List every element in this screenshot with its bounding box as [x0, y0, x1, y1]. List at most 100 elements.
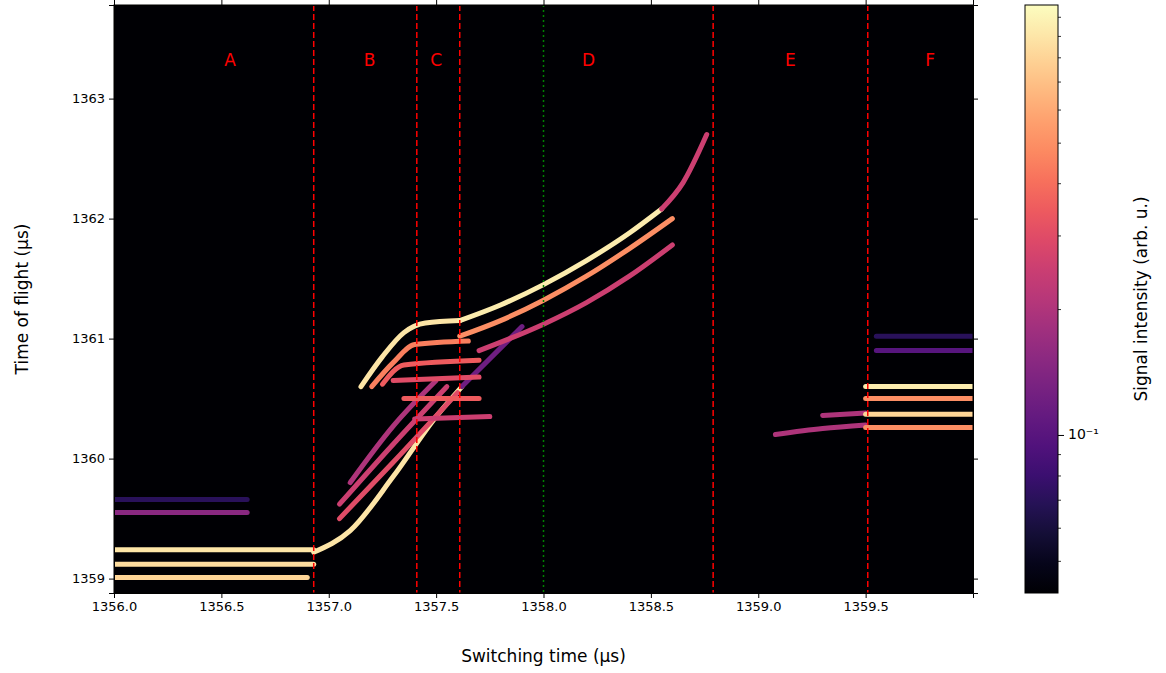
y-right-tick [973, 459, 978, 460]
y-tick: 1362 [72, 211, 114, 226]
x-top-tick [866, 0, 867, 5]
x-top-tick-mark [651, 0, 652, 5]
signal-band [866, 425, 973, 430]
colorbar-minor-tick [1058, 17, 1061, 18]
colorbar-minor-tick [1058, 561, 1061, 562]
x-tick-mark [758, 593, 759, 598]
y-tick-label: 1359 [72, 571, 105, 586]
x-top-tick [758, 0, 759, 5]
chart: 1356.0 1356.5 1357.0 1357.5 1358.0 1358.5 1359… [0, 0, 1166, 673]
signal-band [662, 135, 707, 209]
x-tick-mark [651, 593, 652, 598]
x-tick: 1358.5 [629, 593, 675, 614]
colorbar-minor-tick [1058, 500, 1061, 501]
y-right-tick [973, 219, 978, 220]
region-boundary [867, 5, 869, 593]
signal-band [866, 384, 973, 389]
region-label: B [364, 50, 376, 70]
colorbar-minor-tick [1058, 143, 1061, 144]
x-top-tick [436, 0, 437, 5]
region-boundary [313, 5, 315, 593]
signal-band [775, 425, 865, 435]
y-tick-label: 1361 [72, 331, 105, 346]
colorbar-title: Signal intensity (arb. u.) [1131, 196, 1151, 401]
x-tick: 1356.0 [92, 593, 138, 614]
x-top-tick [544, 0, 545, 5]
x-top-axis-line [115, 0, 974, 6]
colorbar-minor-tick [1058, 235, 1061, 236]
signal-band [460, 209, 662, 321]
y-tick-mark [109, 459, 114, 460]
plot-frame [114, 5, 973, 593]
y-axis-line [109, 6, 115, 594]
x-tick-label: 1359.5 [843, 599, 889, 614]
x-top-tick-mark [866, 0, 867, 5]
region-label: C [430, 50, 442, 70]
signal-band [114, 510, 247, 515]
region-label: D [582, 50, 595, 70]
x-top-tick [114, 0, 115, 5]
plot-area [114, 5, 973, 593]
y-right-tick [973, 99, 978, 100]
signal-band [350, 381, 436, 483]
colorbar-minor-tick [1058, 528, 1061, 529]
y-tick: 1361 [72, 331, 114, 346]
y-tick: 1360 [72, 451, 114, 466]
signal-band [866, 396, 973, 401]
signal-band [114, 497, 247, 502]
y-right-tick-mark [973, 459, 978, 460]
x-top-tick-mark [758, 0, 759, 5]
y-right-tick-mark [973, 339, 978, 340]
x-tick: 1356.5 [199, 593, 245, 614]
x-tick: 1359.0 [736, 593, 782, 614]
y-tick: 1363 [72, 91, 114, 106]
plot-background [114, 5, 973, 593]
x-tick: 1359.5 [843, 593, 889, 614]
signal-band [114, 575, 307, 580]
region-boundary [712, 5, 714, 593]
x-tick: 1357.0 [307, 593, 353, 614]
colorbar [1025, 5, 1058, 593]
signal-band [876, 334, 973, 339]
x-axis-title: Switching time (μs) [461, 646, 626, 666]
x-tick-mark [436, 593, 437, 598]
y-tick: 1359 [72, 571, 114, 586]
region-label: F [925, 50, 935, 70]
colorbar-tick [1058, 435, 1064, 436]
x-tick-mark [221, 593, 222, 598]
x-axis-line [115, 594, 974, 599]
signal-band [415, 417, 490, 419]
signal-band [393, 377, 479, 381]
x-top-tick-mark [221, 0, 222, 5]
x-top-tick-mark [436, 0, 437, 5]
colorbar-minor-tick [1058, 110, 1061, 111]
y-tick-label: 1363 [72, 91, 105, 106]
x-tick: 1358.0 [521, 593, 567, 614]
y-tick-mark [109, 339, 114, 340]
y-right-axis [973, 6, 978, 594]
signal-band [823, 413, 866, 415]
region-boundary [459, 5, 461, 593]
y-tick-mark [109, 579, 114, 580]
region-boundary [543, 5, 545, 593]
x-top-tick-mark [329, 0, 330, 5]
x-top-tick [221, 0, 222, 5]
x-tick-mark [866, 593, 867, 598]
colorbar-minor-tick [1058, 82, 1061, 83]
signal-band [114, 547, 314, 552]
x-tick-label: 1357.5 [414, 599, 460, 614]
signal-band [314, 387, 462, 553]
x-tick: 1357.5 [414, 593, 460, 614]
x-top-tick [651, 0, 652, 5]
colorbar-minor-tick [1058, 475, 1061, 476]
y-tick-mark [109, 219, 114, 220]
colorbar-minor-tick [1058, 57, 1061, 58]
signal-band [404, 396, 479, 401]
region-boundary [416, 5, 418, 593]
x-axis: 1356.0 1356.5 1357.0 1357.5 1358.0 1358.5 1359… [92, 593, 974, 614]
x-tick-mark [544, 593, 545, 598]
colorbar-tick-label: 10⁻¹ [1068, 426, 1099, 442]
x-tick-label: 1358.5 [629, 599, 675, 614]
y-right-tick-mark [973, 219, 978, 220]
x-top-tick-mark [544, 0, 545, 5]
